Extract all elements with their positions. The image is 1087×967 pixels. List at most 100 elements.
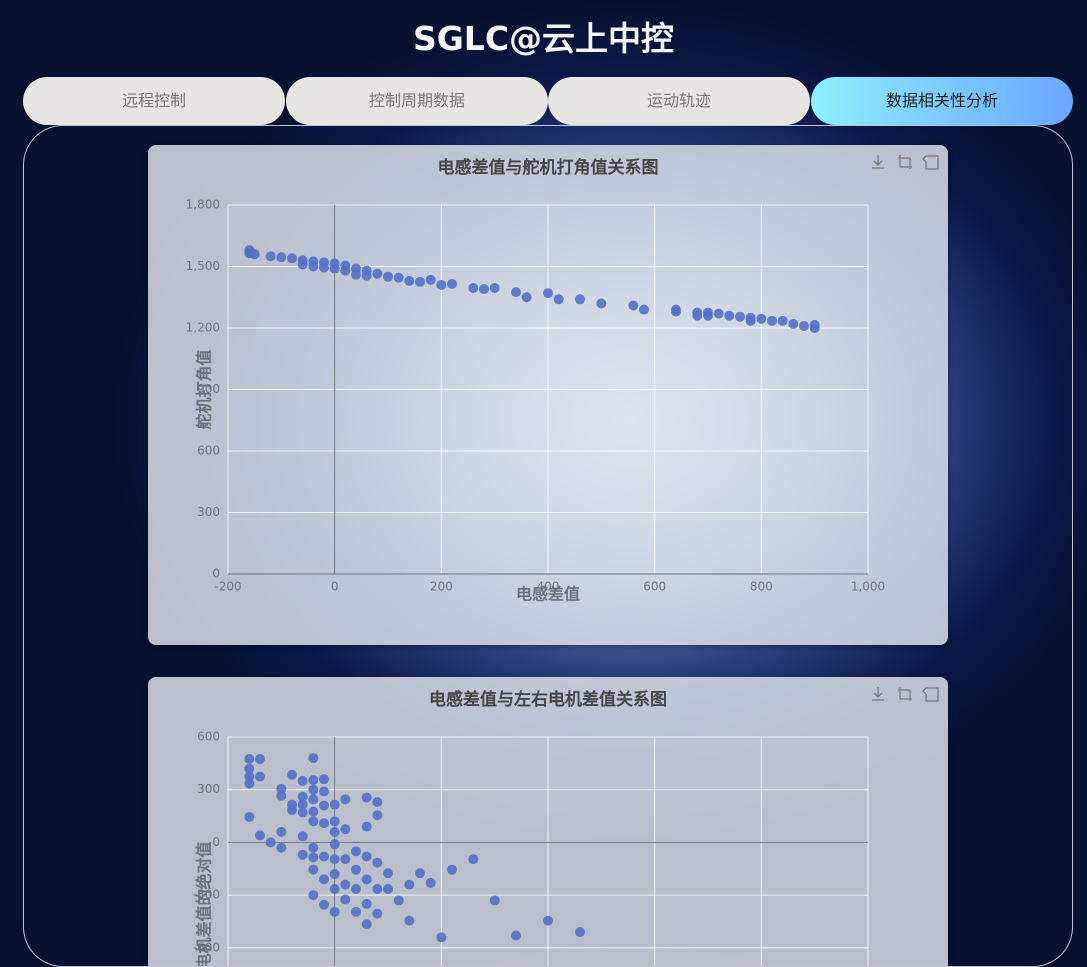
scatter-point bbox=[265, 251, 276, 262]
y-tick-label: 600 bbox=[197, 730, 220, 744]
scatter-point bbox=[671, 306, 681, 317]
chart-title: 电感差值与舵机打角值关系图 bbox=[438, 157, 659, 178]
scatter-point bbox=[393, 272, 404, 283]
tab[interactable]: 运动轨迹 bbox=[548, 77, 810, 125]
scatter-point bbox=[249, 249, 260, 260]
scatter-point bbox=[319, 786, 329, 797]
scatter-point bbox=[777, 315, 788, 326]
scatter-point bbox=[340, 854, 351, 865]
scatter-point bbox=[308, 816, 319, 827]
scatter-point bbox=[297, 807, 308, 818]
y-tick-label: -300 bbox=[193, 888, 220, 902]
save-icon[interactable] bbox=[872, 687, 884, 701]
scatter-point bbox=[361, 874, 372, 885]
scatter-point bbox=[340, 794, 351, 805]
scatter-point bbox=[479, 284, 489, 295]
scatter-point bbox=[372, 857, 383, 868]
tab[interactable]: 控制周期数据 bbox=[286, 77, 548, 125]
scatter-point bbox=[745, 315, 756, 326]
y-tick-label: 1,500 bbox=[186, 259, 220, 273]
scatter-point bbox=[489, 283, 500, 294]
save-icon[interactable] bbox=[872, 155, 884, 169]
x-tick-label: -200 bbox=[214, 580, 241, 594]
scatter-point bbox=[329, 869, 340, 880]
scatter-point bbox=[276, 790, 287, 801]
scatter-point bbox=[575, 927, 585, 938]
scatter-point bbox=[404, 275, 415, 286]
scatter-point bbox=[713, 308, 724, 319]
scatter-point bbox=[340, 894, 351, 905]
tab[interactable]: 远程控制 bbox=[23, 77, 285, 125]
x-tick-label: 600 bbox=[643, 580, 666, 594]
scatter-point bbox=[308, 794, 319, 805]
zoom-icon[interactable] bbox=[898, 155, 912, 169]
scatter-point bbox=[244, 811, 255, 822]
x-axis-title: 电感差值 bbox=[516, 585, 580, 604]
tab-active[interactable]: 数据相关性分析 bbox=[811, 77, 1073, 125]
chart-card: 电感差值与左右电机差值关系图-1500-1200-900-600-3000300… bbox=[148, 677, 948, 966]
scatter-point bbox=[287, 769, 297, 780]
restore-icon[interactable] bbox=[922, 155, 939, 170]
scatter-point bbox=[329, 799, 340, 810]
restore-icon[interactable] bbox=[922, 687, 939, 702]
scatter-point bbox=[415, 276, 425, 287]
scatter-point bbox=[351, 883, 361, 894]
scatter-point bbox=[329, 826, 340, 837]
page-title: SGLC@云上中控 bbox=[412, 19, 675, 58]
x-tick-label: 200 bbox=[430, 580, 453, 594]
scatter-point bbox=[329, 854, 340, 865]
scatter-point bbox=[809, 323, 820, 333]
zoom-icon[interactable] bbox=[898, 687, 912, 701]
scatter-point bbox=[756, 313, 767, 324]
scatter-point bbox=[468, 854, 479, 865]
scatter-point bbox=[319, 899, 329, 910]
scatter-point bbox=[372, 908, 383, 919]
scatter-point bbox=[287, 253, 297, 264]
scatter-point bbox=[308, 864, 319, 875]
scatter-point bbox=[425, 877, 436, 888]
scatter-point bbox=[319, 818, 329, 829]
y-tick-label: 600 bbox=[197, 444, 220, 458]
scatter-point bbox=[276, 826, 287, 837]
y-tick-label: 900 bbox=[197, 382, 220, 396]
scatter-point bbox=[447, 278, 457, 289]
scatter-point bbox=[383, 883, 393, 894]
scatter-point bbox=[447, 864, 457, 875]
scatter-point bbox=[329, 816, 340, 827]
scatter-point bbox=[255, 830, 265, 841]
scatter-point bbox=[575, 294, 585, 305]
scatter-point bbox=[308, 890, 319, 901]
x-tick-label: 400 bbox=[537, 580, 560, 594]
scatter-point bbox=[308, 842, 319, 853]
scatter-point bbox=[361, 898, 372, 909]
scatter-point bbox=[265, 837, 276, 848]
scatter-point bbox=[244, 778, 255, 789]
scatter-point bbox=[521, 292, 532, 303]
scatter-point bbox=[767, 315, 777, 326]
scatter-point bbox=[415, 868, 425, 879]
scatter-point bbox=[276, 783, 287, 794]
chart-title: 电感差值与左右电机差值关系图 bbox=[429, 689, 667, 710]
scatter-point bbox=[287, 804, 297, 815]
scatter-point bbox=[319, 800, 329, 811]
scatter-point bbox=[361, 270, 372, 281]
scatter-point bbox=[489, 895, 500, 906]
scatter-point bbox=[297, 775, 308, 786]
scatter-point bbox=[511, 287, 521, 298]
scatter-point bbox=[361, 792, 372, 803]
scatter-point bbox=[404, 915, 415, 926]
scatter-point bbox=[543, 915, 553, 926]
scatter-point bbox=[329, 839, 340, 850]
scatter-point bbox=[351, 906, 361, 917]
scatter-point bbox=[244, 753, 255, 764]
scatter-point bbox=[308, 806, 319, 817]
toolbox bbox=[872, 687, 939, 702]
y-tick-label: 0 bbox=[212, 567, 220, 581]
scatter-point bbox=[340, 265, 351, 276]
scatter-point bbox=[692, 310, 703, 321]
scatter-point bbox=[511, 930, 521, 941]
scatter-point bbox=[361, 821, 372, 832]
y-tick-label: 0 bbox=[212, 835, 220, 849]
scatter-point bbox=[340, 879, 351, 890]
